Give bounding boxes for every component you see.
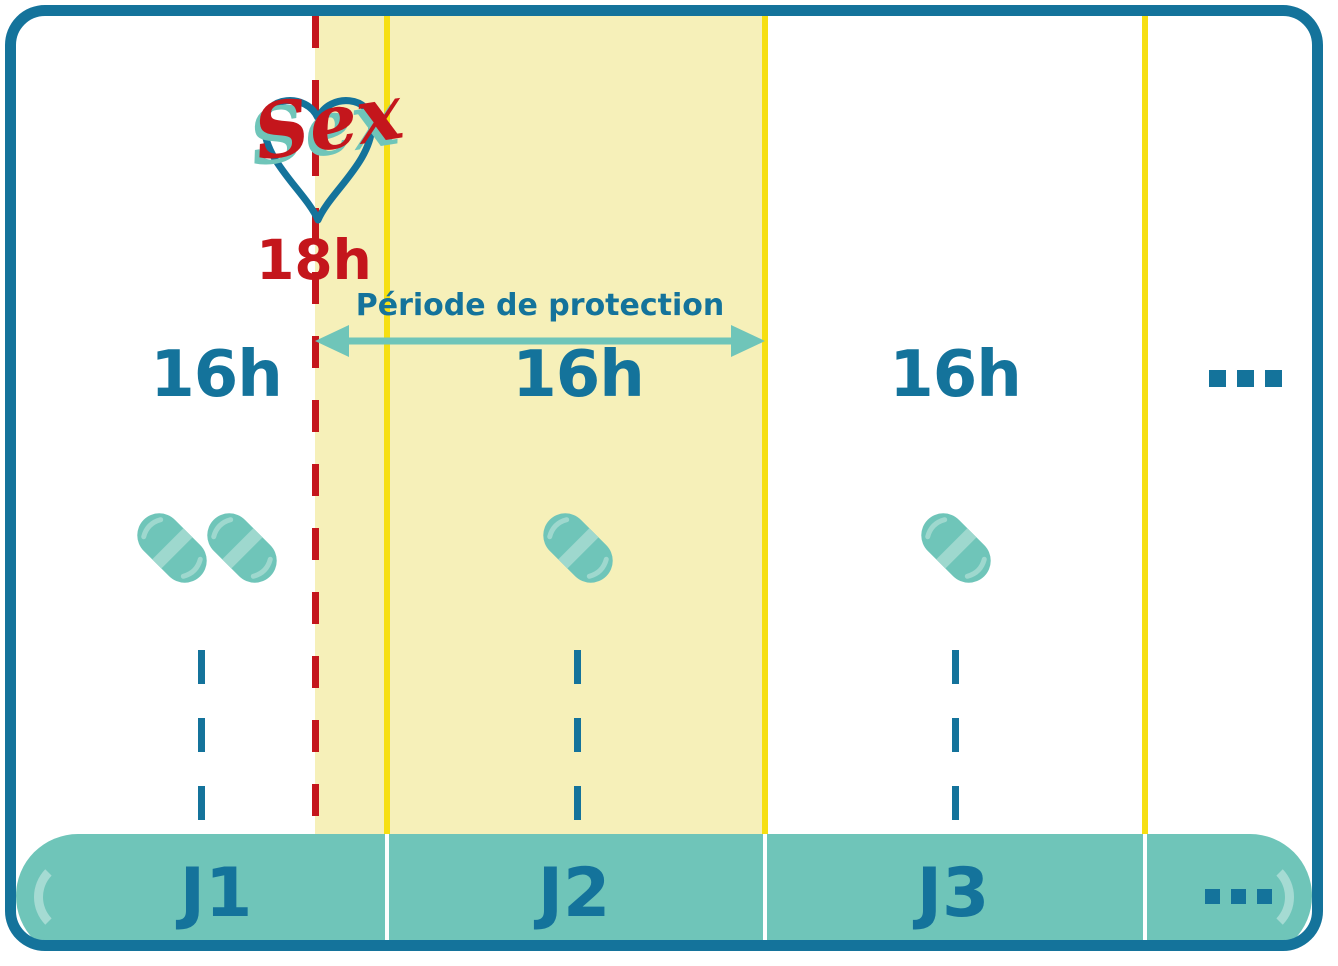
protection-period-label: Période de protection xyxy=(355,288,725,323)
day-label-j3: J3 xyxy=(916,854,990,933)
day-separator-j1-j2 xyxy=(384,16,390,838)
dose-time-label-j1: 16h xyxy=(150,338,283,412)
day-ellipsis-dot-1 xyxy=(1205,889,1220,904)
timeline-day-bar: J1 J2 J3 xyxy=(16,834,1312,940)
day-label-ellipsis xyxy=(1205,889,1272,904)
pill-icon-j1-a xyxy=(130,506,214,590)
ellipsis-dot-2 xyxy=(1237,370,1254,387)
pill-icon-j3 xyxy=(914,506,998,590)
protection-period-band xyxy=(315,16,765,940)
day-bar-highlight-left xyxy=(34,858,110,936)
ellipsis-dot-1 xyxy=(1209,370,1226,387)
sex-heart-logo: Sex Sex xyxy=(243,67,410,245)
day-ellipsis-dot-3 xyxy=(1257,889,1272,904)
sex-event-marker-line xyxy=(312,16,319,846)
dose-drop-line-j2 xyxy=(574,650,581,850)
day-bar-divider-3 xyxy=(1143,834,1147,940)
day-bar-highlight-right xyxy=(1218,858,1294,936)
day-separator-j3-j4 xyxy=(1142,16,1148,838)
dose-time-ellipsis xyxy=(1209,370,1282,387)
pill-icon-j1-b xyxy=(200,506,284,590)
protection-period-annotation: Période de protection xyxy=(315,288,765,360)
day-label-j1: J1 xyxy=(179,854,253,933)
dose-time-label-j3: 16h xyxy=(889,338,1022,412)
dose-drop-line-j1 xyxy=(198,650,205,850)
day-bar-divider-1 xyxy=(385,834,389,940)
day-label-j2: J2 xyxy=(537,854,611,933)
ellipsis-dot-3 xyxy=(1265,370,1282,387)
protection-period-arrow xyxy=(315,325,765,357)
day-bar-divider-2 xyxy=(763,834,767,940)
pill-icon-j2 xyxy=(536,506,620,590)
sex-event-time-label: 18h xyxy=(256,228,372,292)
day-ellipsis-dot-2 xyxy=(1231,889,1246,904)
dose-time-label-j2: 16h xyxy=(512,338,645,412)
timeline-plot-area: Sex Sex 18h Période de protection 16h 16… xyxy=(16,16,1312,940)
dose-drop-line-j3 xyxy=(952,650,959,850)
day-separator-j2-j3 xyxy=(762,16,768,838)
